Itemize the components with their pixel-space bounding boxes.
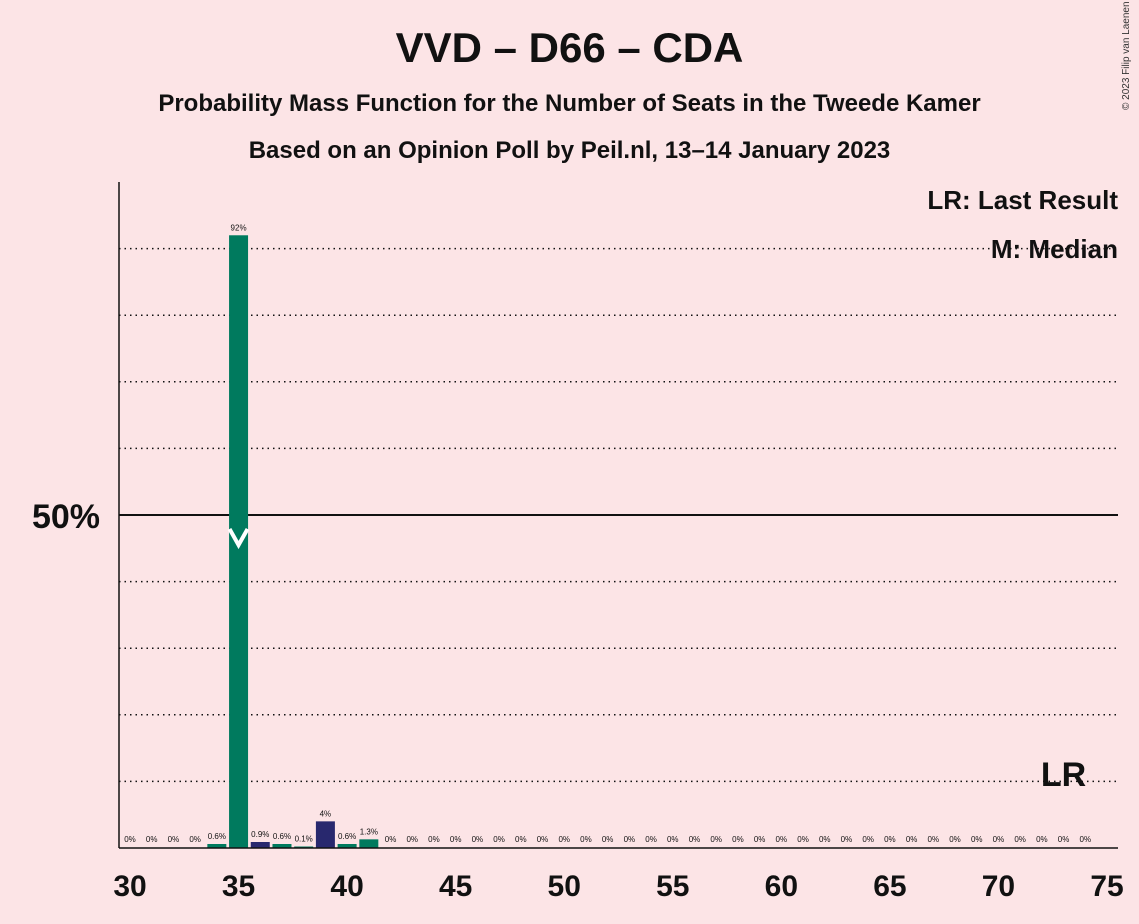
x-tick-label-75: 75 (1090, 870, 1123, 903)
bar-label-74: 0% (1080, 835, 1092, 844)
median-marker (227, 528, 250, 550)
bar-label-44: 0% (428, 835, 440, 844)
y-tick-label-50: 50% (32, 498, 100, 536)
bar-label-53: 0% (624, 835, 636, 844)
bar-label-38: 0.1% (295, 835, 313, 844)
bar-label-37: 0.6% (273, 832, 291, 841)
bar-label-63: 0% (841, 835, 853, 844)
x-tick-label-35: 35 (222, 870, 255, 903)
bar-label-45: 0% (450, 835, 462, 844)
x-tick-label-30: 30 (113, 870, 146, 903)
bar-label-43: 0% (406, 835, 418, 844)
bar-label-60: 0% (776, 835, 788, 844)
bar-label-48: 0% (515, 835, 527, 844)
chart-source: Based on an Opinion Poll by Peil.nl, 13–… (248, 137, 891, 164)
bar-label-49: 0% (537, 835, 549, 844)
bar-label-51: 0% (580, 835, 592, 844)
bar-label-46: 0% (472, 835, 484, 844)
bar-39 (315, 821, 335, 848)
bar-label-42: 0% (385, 835, 397, 844)
x-tick-label-60: 60 (765, 870, 798, 903)
bar-34 (207, 844, 227, 848)
bar-labels: 0% 0% 0% 0% 0.6% 92% 0.9% 0.6% 0.1% 4% 0.6% 1.3% 0% 0… (124, 223, 1091, 844)
bar-label-65: 0% (884, 835, 896, 844)
bar-label-71: 0% (1014, 835, 1026, 844)
x-tick-label-40: 40 (330, 870, 363, 903)
axes (118, 182, 1118, 849)
bar-label-56: 0% (689, 835, 701, 844)
bar-label-36: 0.9% (251, 830, 269, 839)
bar-label-31: 0% (146, 835, 158, 844)
bar-label-41: 1.3% (360, 827, 378, 836)
chart-title: VVD – D66 – CDA (395, 24, 744, 71)
x-tick-label-55: 55 (656, 870, 689, 903)
bar-label-73: 0% (1058, 835, 1070, 844)
bar-label-30: 0% (124, 835, 136, 844)
bar-37 (272, 844, 292, 848)
x-tick-label-65: 65 (873, 870, 906, 903)
bar-label-32: 0% (168, 835, 180, 844)
bar-label-68: 0% (949, 835, 961, 844)
chart-subtitle: Probability Mass Function for the Number… (158, 90, 981, 117)
bar-label-50: 0% (558, 835, 570, 844)
grid-lines (119, 247, 1118, 783)
bar-label-54: 0% (645, 835, 657, 844)
legend-median: M: Median (991, 234, 1118, 264)
bar-label-34: 0.6% (208, 832, 226, 841)
bar-label-33: 0% (189, 835, 201, 844)
x-tick-labels: 30 35 40 45 50 55 60 65 70 75 (113, 870, 1123, 903)
bar-label-72: 0% (1036, 835, 1048, 844)
bar-label-39: 4% (320, 809, 332, 818)
last-result-marker: LR (1041, 756, 1086, 794)
bar-41 (359, 839, 379, 848)
bar-label-47: 0% (493, 835, 505, 844)
bar-label-61: 0% (797, 835, 809, 844)
bar-label-70: 0% (993, 835, 1005, 844)
bar-36 (250, 842, 270, 848)
bar-40 (337, 844, 357, 848)
bar-label-69: 0% (971, 835, 983, 844)
bar-label-58: 0% (732, 835, 744, 844)
x-tick-label-70: 70 (982, 870, 1015, 903)
bar-label-62: 0% (819, 835, 831, 844)
bar-label-52: 0% (602, 835, 614, 844)
bar-label-35: 92% (231, 223, 247, 232)
bar-label-64: 0% (862, 835, 874, 844)
bar-label-40: 0.6% (338, 832, 356, 841)
bar-label-66: 0% (906, 835, 918, 844)
bar-label-57: 0% (710, 835, 722, 844)
bar-series (207, 235, 379, 848)
legend-last-result: LR: Last Result (927, 185, 1118, 215)
bar-label-67: 0% (928, 835, 940, 844)
x-tick-label-45: 45 (439, 870, 472, 903)
x-tick-label-50: 50 (548, 870, 581, 903)
bar-label-59: 0% (754, 835, 766, 844)
bar-label-55: 0% (667, 835, 679, 844)
